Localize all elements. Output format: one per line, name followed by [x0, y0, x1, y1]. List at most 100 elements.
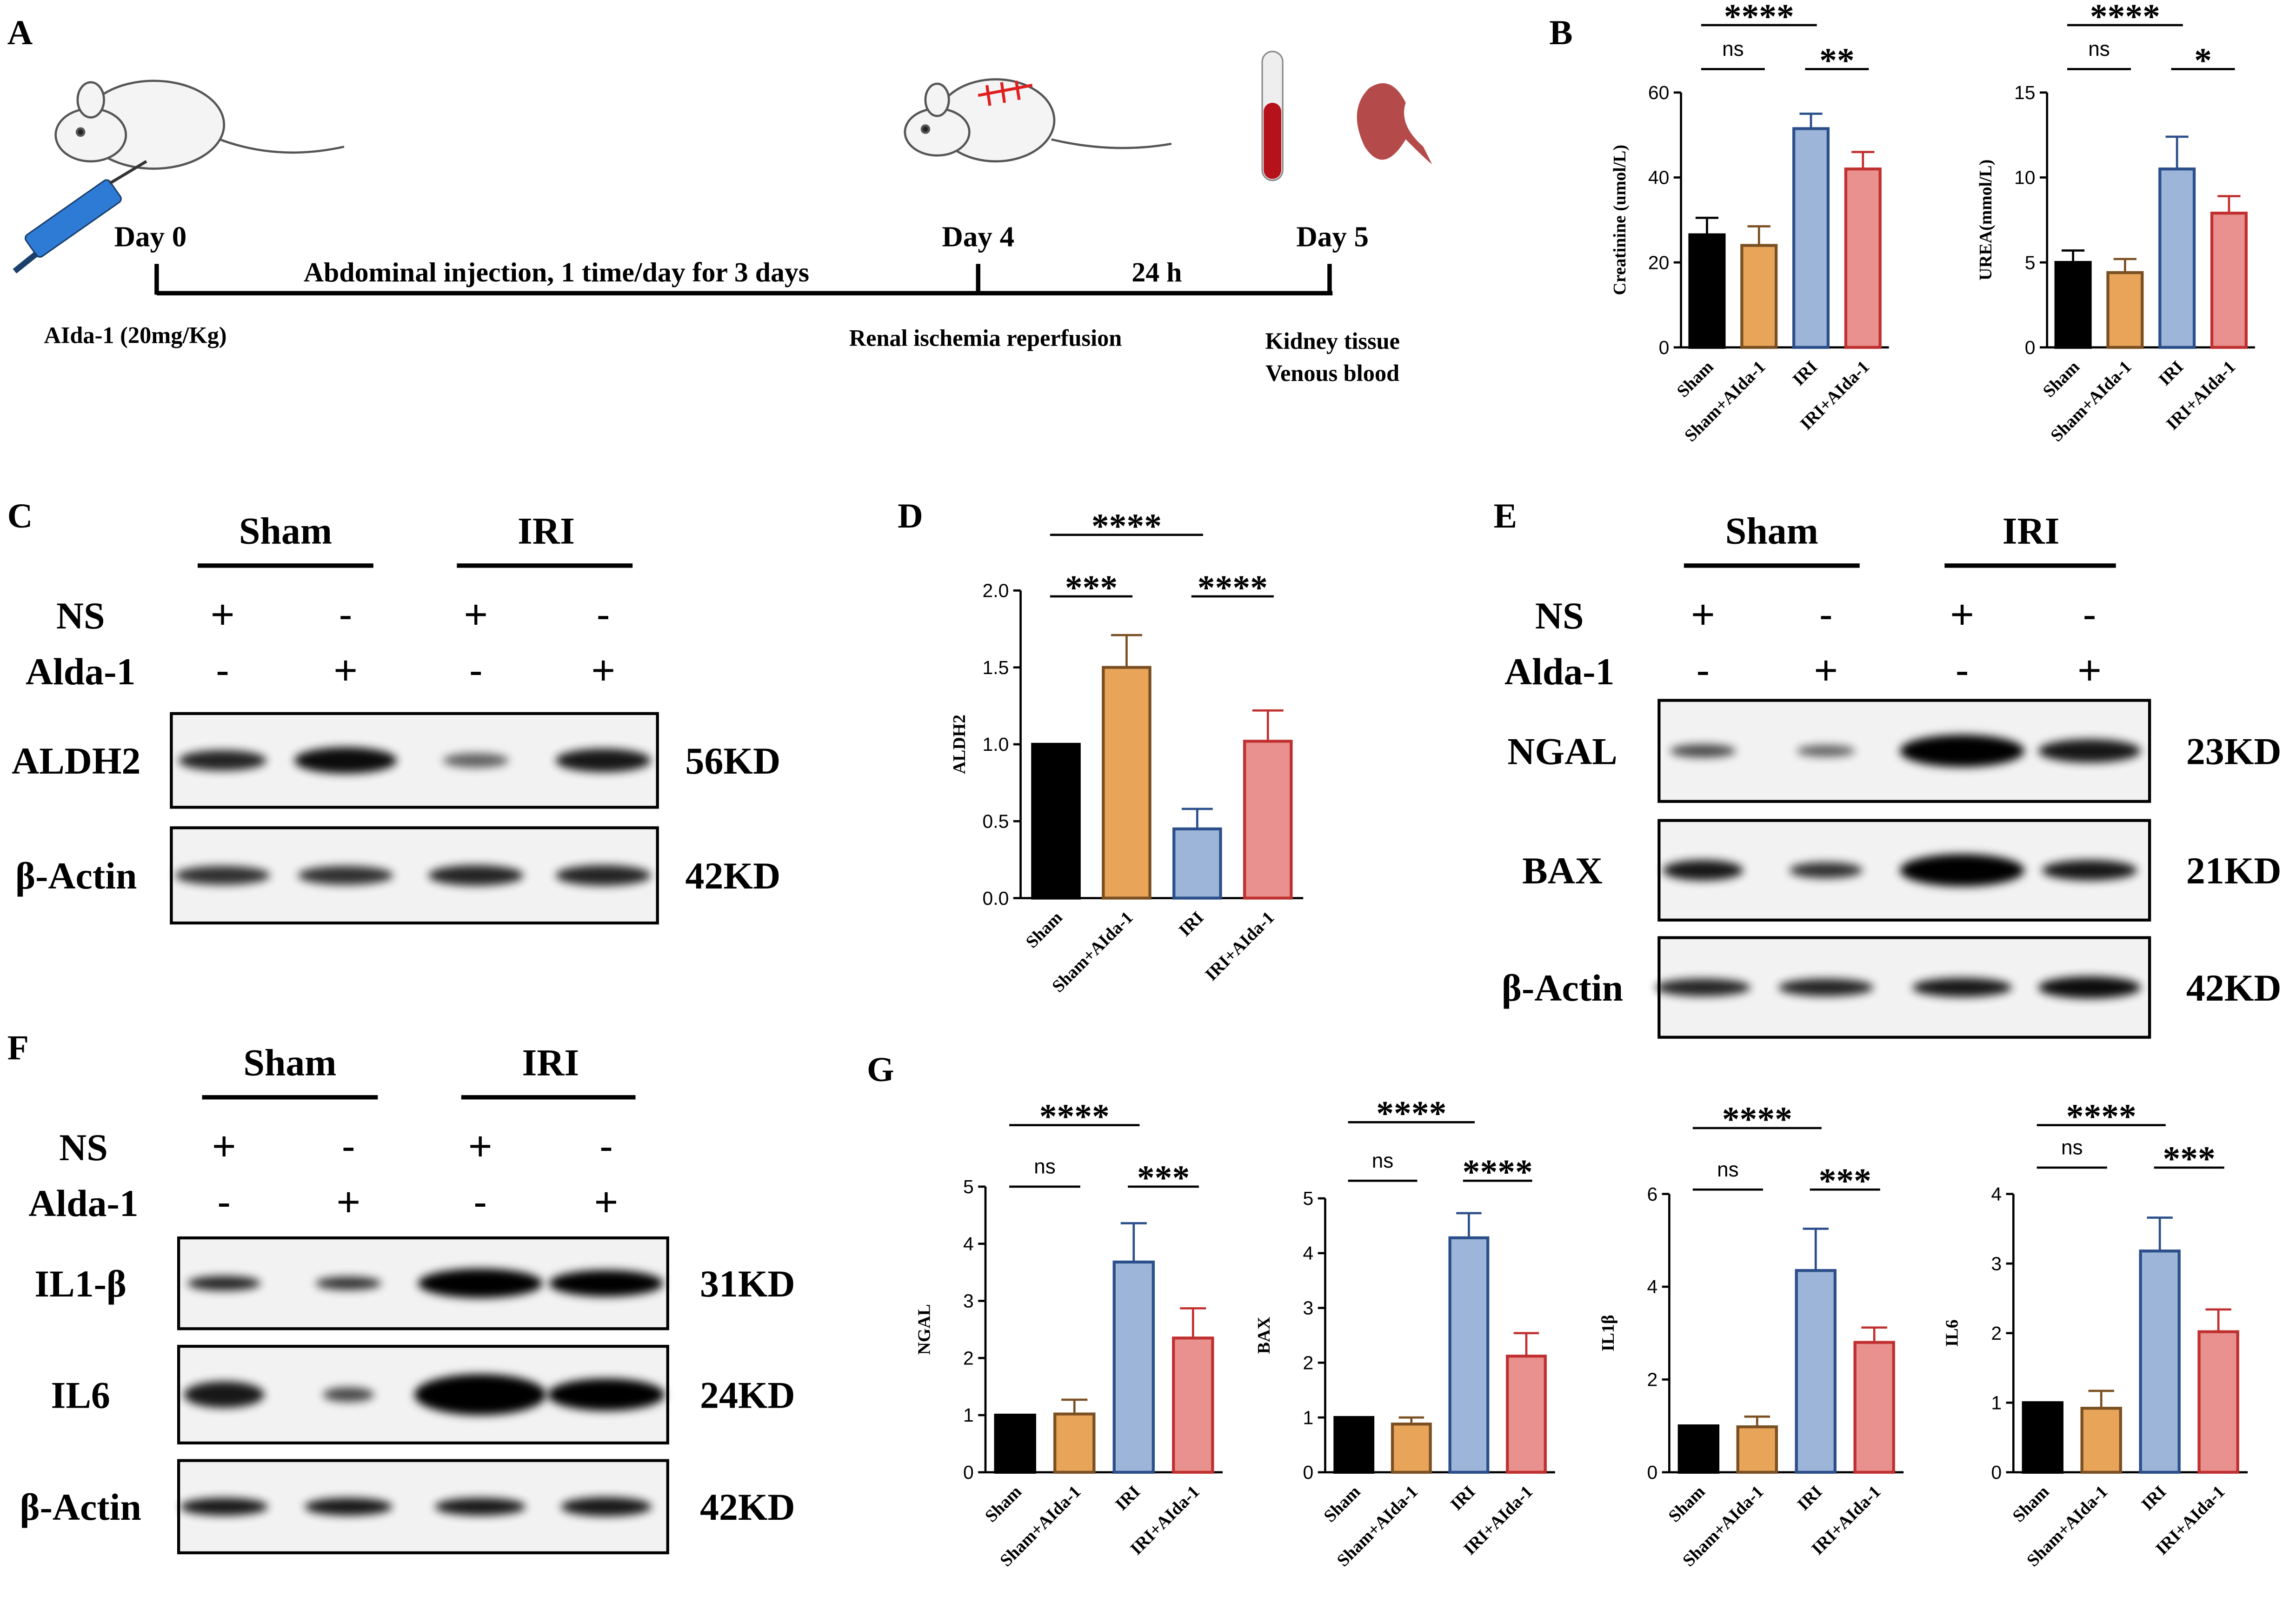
group-label: Sham: [239, 510, 332, 552]
blot-band: [1778, 978, 1874, 996]
significance-label: *: [2194, 41, 2212, 80]
treatment-label: Alda-1: [28, 1182, 139, 1224]
size-label: 23KD: [2186, 730, 2282, 773]
size-label: 31KD: [700, 1263, 795, 1305]
y-tick-label: 1: [963, 1404, 974, 1426]
blot-band: [555, 748, 651, 772]
syringe: [13, 160, 147, 274]
treatment-sign: -: [1696, 647, 1710, 693]
treatment-sign: -: [469, 647, 483, 693]
treatment-sign: -: [342, 1123, 355, 1169]
blot-band: [2038, 739, 2141, 763]
treatment-sign: +: [594, 1179, 618, 1225]
y-tick-label: 2: [1647, 1369, 1657, 1390]
panel-label: A: [7, 13, 33, 52]
y-tick-label: 0: [963, 1462, 974, 1483]
significance-label: ****: [2066, 1097, 2136, 1136]
blot-band: [555, 865, 651, 886]
group-label: IRI: [2003, 510, 2060, 552]
significance-label: ns: [1034, 1156, 1056, 1178]
significance-label: **: [1819, 41, 1855, 80]
bar: [1677, 1424, 1720, 1474]
y-tick-label: 40: [1648, 167, 1670, 188]
treatment-label: NS: [56, 595, 105, 637]
y-tick-label: 1: [1991, 1392, 2002, 1413]
treatment-label: Alda-1: [26, 650, 136, 693]
bar: [2210, 212, 2248, 349]
treatment-label: NS: [59, 1126, 108, 1169]
blot-band: [428, 865, 524, 886]
group-label: Sham: [243, 1042, 336, 1084]
blot-band: [294, 747, 397, 774]
treatment-sign: +: [1950, 591, 1974, 637]
y-tick-label: 2: [1303, 1352, 1314, 1374]
y-tick-label: 4: [963, 1233, 974, 1255]
bar: [2022, 1401, 2064, 1474]
y-tick-label: 1.5: [982, 657, 1009, 678]
significance-label: ****: [1198, 568, 1268, 607]
significance-label: ****: [1376, 1095, 1446, 1133]
y-axis-label: ALDH2: [950, 715, 969, 774]
bar: [1031, 742, 1081, 900]
y-tick-label: 5: [963, 1176, 974, 1197]
bar: [2158, 167, 2196, 349]
treatment-sign: -: [216, 647, 229, 693]
treatment-sign: +: [212, 1123, 236, 1169]
bar: [994, 1413, 1036, 1474]
size-label: 42KD: [685, 855, 781, 897]
bar: [1740, 244, 1778, 349]
y-axis-label: Creatinine (umol/L): [1610, 145, 1630, 295]
blot-band: [179, 750, 267, 771]
day-label: Day 4: [942, 220, 1014, 253]
protein-label: β-Actin: [1502, 967, 1623, 1009]
note: AIda-1 (20mg/Kg): [44, 322, 226, 348]
treatment-sign: +: [464, 591, 488, 637]
treatment-label: NS: [1535, 595, 1584, 637]
blot-band: [418, 1269, 543, 1298]
treatment-sign: -: [339, 591, 352, 637]
bar: [1112, 1260, 1155, 1474]
y-axis-label: IL6: [1943, 1319, 1962, 1347]
treatment-sign: +: [591, 647, 615, 693]
treatment-sign: -: [597, 591, 610, 637]
group-label: Sham: [1725, 510, 1818, 552]
day-label: Day 5: [1296, 220, 1369, 253]
note: Renal ischemia reperfusion: [849, 325, 1122, 351]
treatment-sign: -: [599, 1123, 613, 1169]
bar: [2197, 1330, 2239, 1474]
panel-label: D: [898, 497, 923, 535]
size-label: 42KD: [2186, 967, 2282, 1009]
blot-band: [1900, 854, 2024, 887]
blot-band: [187, 1276, 261, 1291]
y-axis-label: UREA(mmol/L): [1976, 160, 1996, 281]
protein-label: IL6: [51, 1374, 110, 1416]
treatment-sign: -: [473, 1179, 487, 1225]
panel-label: G: [867, 1050, 894, 1089]
y-axis-label: IL1β: [1598, 1315, 1618, 1351]
y-tick-label: 3: [1303, 1297, 1314, 1319]
treatment-sign: -: [1819, 591, 1833, 637]
blot-band: [180, 1497, 268, 1516]
y-tick-label: 15: [2014, 82, 2036, 103]
blot-band: [2042, 860, 2137, 881]
treatment-sign: +: [333, 647, 357, 693]
y-tick-label: 5: [2025, 252, 2036, 273]
bar: [1053, 1412, 1096, 1474]
bar: [1506, 1355, 1547, 1474]
size-label: 42KD: [700, 1486, 795, 1528]
bar: [1688, 233, 1726, 349]
phase-label: 24 h: [1131, 257, 1182, 287]
bar: [1172, 1336, 1214, 1474]
y-tick-label: 10: [2014, 167, 2036, 188]
day-label: Day 0: [114, 220, 187, 253]
y-tick-label: 20: [1648, 252, 1670, 273]
significance-label: ****: [1724, 0, 1794, 36]
y-tick-label: 0: [2025, 337, 2036, 358]
blot-band: [184, 1381, 265, 1408]
protein-label: ALDH2: [12, 740, 140, 782]
y-tick-label: 3: [963, 1290, 974, 1312]
blot-band: [315, 1276, 382, 1290]
blot-band: [1797, 745, 1856, 757]
blot-band: [549, 1270, 664, 1297]
